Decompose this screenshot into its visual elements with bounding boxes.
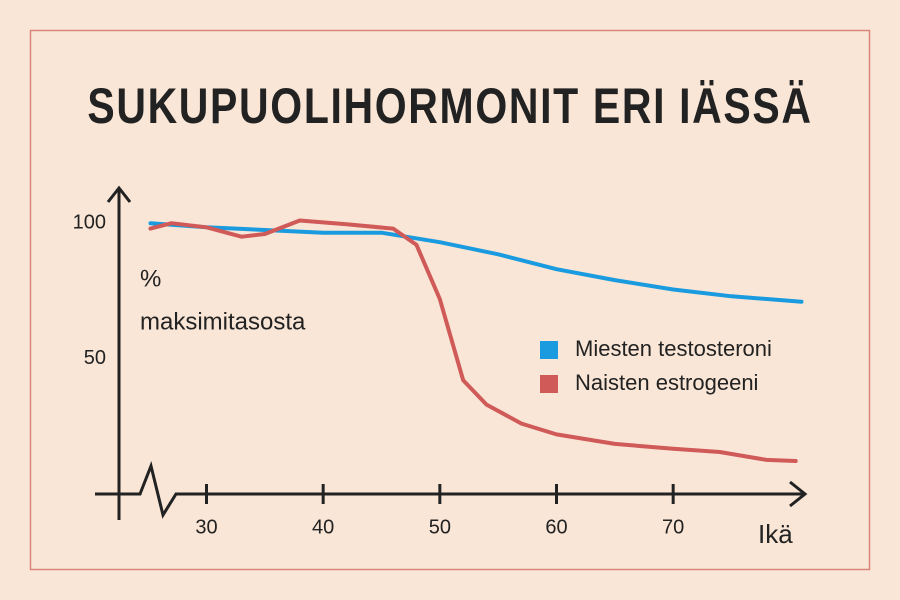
x-tick-label: 70 (662, 516, 684, 538)
axes (95, 185, 808, 520)
x-axis (95, 461, 805, 519)
frame (29, 29, 871, 571)
x-tick-label: 30 (195, 516, 217, 538)
y-axis-label: maksimitasosta (140, 308, 306, 335)
line (148, 221, 804, 304)
y-tick-label: 100 (73, 211, 106, 233)
x-tick-label: 40 (312, 516, 334, 538)
legend-label: Naisten estrogeeni (575, 370, 758, 395)
y-axis-label: % (140, 265, 161, 292)
x-axis-label: Ikä (758, 519, 793, 549)
x-tick-label: 50 (429, 516, 451, 538)
x-tick-label: 60 (545, 516, 567, 538)
line (148, 218, 798, 463)
legend-label: Miesten testosteroni (575, 336, 772, 361)
chart-title: SUKUPUOLIHORMONIT ERI IÄSSÄ (87, 78, 812, 134)
y-tick-label: 50 (84, 347, 106, 369)
legend-swatch (540, 375, 558, 393)
y-arrow (106, 185, 132, 203)
legend-swatch (540, 341, 558, 359)
x-arrow (789, 480, 808, 508)
